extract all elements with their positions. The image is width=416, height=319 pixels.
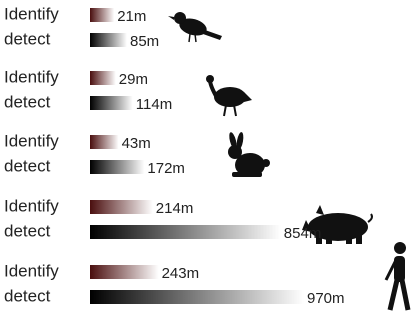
value-label: 854m [284,225,322,242]
bar [90,33,127,47]
rabbit-icon [228,132,270,177]
bar [90,160,144,174]
turkey-icon [206,75,252,116]
series-label: detect [4,286,51,305]
value-label: 970m [307,290,345,307]
bar [90,200,153,214]
series-label: detect [4,156,51,175]
value-label: 114m [136,96,172,113]
value-label: 85m [130,33,159,50]
chart: Identify 21m detect 85m Identify 29m detect 114… [0,0,416,314]
bar [90,71,116,85]
bar [90,8,114,22]
bar [90,135,119,149]
bar [90,290,304,304]
bird-icon [168,12,222,42]
series-label: detect [4,29,51,48]
series-label: Identify [4,261,59,280]
bar [90,96,133,110]
value-label: 214m [156,200,194,217]
value-label: 43m [122,135,151,152]
bar [90,225,281,239]
series-label: detect [4,92,51,111]
series-label: Identify [4,4,59,23]
series-label: Identify [4,67,59,86]
value-label: 243m [162,265,200,282]
series-label: detect [4,221,51,240]
series-label: Identify [4,131,59,150]
value-label: 21m [117,8,146,25]
series-label: Identify [4,196,59,215]
value-label: 172m [147,160,185,177]
bar [90,265,159,279]
human-icon [386,242,408,310]
value-label: 29m [119,71,148,88]
